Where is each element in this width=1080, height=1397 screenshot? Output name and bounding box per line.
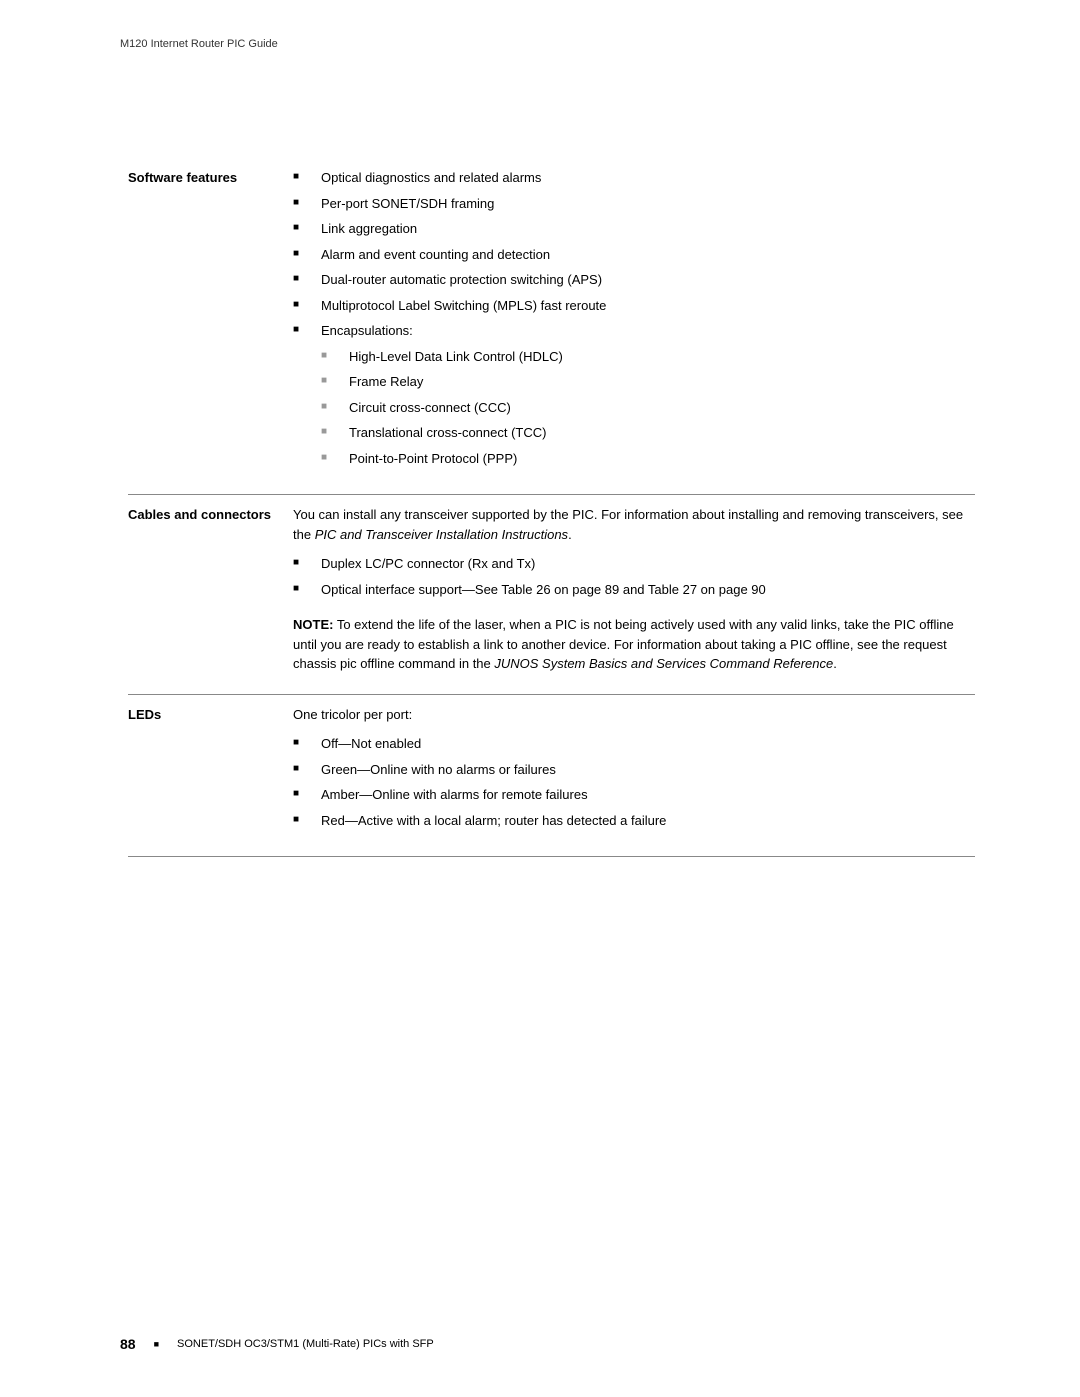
list-item: Green—Online with no alarms or failures — [293, 760, 975, 780]
list-item: Off—Not enabled — [293, 734, 975, 754]
list-item: Duplex LC/PC connector (Rx and Tx) — [293, 554, 975, 574]
page-footer: 88 ■ SONET/SDH OC3/STM1 (Multi-Rate) PIC… — [120, 1336, 434, 1352]
cables-list: Duplex LC/PC connector (Rx and Tx) Optic… — [293, 554, 975, 599]
section-cables-connectors: Cables and connectors You can install an… — [128, 494, 975, 694]
running-header: M120 Internet Router PIC Guide — [120, 38, 278, 50]
section-body: You can install any transceiver supporte… — [293, 505, 975, 674]
list-item: Link aggregation — [293, 219, 975, 239]
list-item: Frame Relay — [321, 372, 975, 392]
footer-section-title: SONET/SDH OC3/STM1 (Multi-Rate) PICs wit… — [177, 1338, 434, 1350]
list-item: Encapsulations: High-Level Data Link Con… — [293, 321, 975, 468]
section-label: LEDs — [128, 705, 293, 837]
page-content: Software features Optical diagnostics an… — [128, 168, 975, 857]
note-paragraph: NOTE: To extend the life of the laser, w… — [293, 615, 975, 674]
list-item: Multiprotocol Label Switching (MPLS) fas… — [293, 296, 975, 316]
leds-list: Off—Not enabled Green—Online with no ala… — [293, 734, 975, 830]
intro-paragraph: You can install any transceiver supporte… — [293, 505, 975, 544]
doc-title: M120 Internet Router PIC Guide — [120, 38, 278, 50]
feature-list: Optical diagnostics and related alarms P… — [293, 168, 975, 468]
section-label: Cables and connectors — [128, 505, 293, 674]
list-item: Circuit cross-connect (CCC) — [321, 398, 975, 418]
list-item: Dual-router automatic protection switchi… — [293, 270, 975, 290]
list-item: Amber—Online with alarms for remote fail… — [293, 785, 975, 805]
section-divider — [128, 856, 975, 857]
section-body: One tricolor per port: Off—Not enabled G… — [293, 705, 975, 837]
encapsulations-list: High-Level Data Link Control (HDLC) Fram… — [321, 347, 975, 469]
intro-paragraph: One tricolor per port: — [293, 705, 975, 725]
footer-bullet-icon: ■ — [154, 1339, 159, 1349]
list-item: Translational cross-connect (TCC) — [321, 423, 975, 443]
list-item: Red—Active with a local alarm; router ha… — [293, 811, 975, 831]
list-item: Optical diagnostics and related alarms — [293, 168, 975, 188]
section-leds: LEDs One tricolor per port: Off—Not enab… — [128, 694, 975, 857]
list-item: High-Level Data Link Control (HDLC) — [321, 347, 975, 367]
list-item: Alarm and event counting and detection — [293, 245, 975, 265]
section-software-features: Software features Optical diagnostics an… — [128, 168, 975, 494]
list-item: Optical interface support—See Table 26 o… — [293, 580, 975, 600]
page-number: 88 — [120, 1336, 136, 1352]
list-item: Per-port SONET/SDH framing — [293, 194, 975, 214]
section-label: Software features — [128, 168, 293, 474]
section-body: Optical diagnostics and related alarms P… — [293, 168, 975, 474]
list-item: Point-to-Point Protocol (PPP) — [321, 449, 975, 469]
